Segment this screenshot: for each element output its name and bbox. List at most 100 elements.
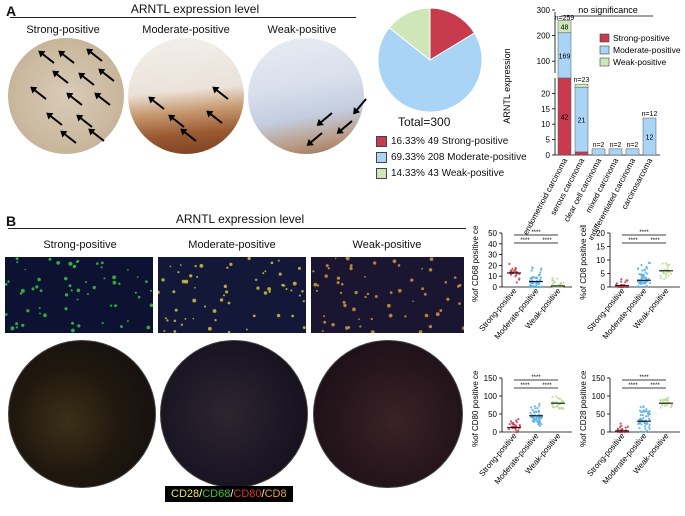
panel-label-b: B (6, 213, 17, 229)
fluorescence-speck (219, 298, 224, 302)
pie-legend-moderate: 69.33% 208 Moderate-positive (376, 152, 527, 163)
fluorescence-speck (226, 266, 229, 269)
data-point (620, 428, 624, 431)
data-point (514, 267, 517, 270)
data-point (529, 412, 532, 415)
data-point (645, 408, 648, 411)
axis-break (551, 73, 559, 78)
data-point (538, 404, 541, 408)
fluorescence-speck (136, 276, 139, 278)
data-point (517, 417, 520, 421)
sample-label-weak: Weak-positive (267, 24, 337, 36)
data-point (642, 416, 645, 420)
fluorescence-speck (64, 293, 69, 297)
fluorescence-speck (446, 297, 450, 301)
data-point (560, 407, 563, 410)
fluorescence-speck (285, 288, 288, 291)
data-point (640, 273, 643, 276)
fluorescence-speck (84, 281, 87, 284)
fluorescence-speck (323, 315, 326, 318)
fluorescence-speck (24, 268, 27, 271)
data-point (537, 285, 540, 289)
scatter-cd80: 0 50 100 150 %of CD80 positive cellsStrong-p… (471, 370, 572, 486)
fluorescence-speck (298, 294, 301, 297)
data-point (530, 277, 533, 280)
fluorescence-speck (134, 291, 137, 294)
data-point (532, 418, 535, 422)
sig-label: **** (542, 238, 552, 244)
fluorescence-speck (16, 261, 19, 264)
fluorescence-speck (15, 322, 19, 326)
fluorescence-speck (222, 294, 226, 297)
data-point (618, 430, 622, 434)
data-point (537, 410, 541, 414)
fluorescence-speck (374, 295, 378, 299)
data-point (535, 283, 538, 286)
fluorescence-speck (363, 275, 366, 278)
legend-label: Strong-positive (613, 33, 670, 43)
data-point (648, 409, 651, 413)
fluorescence-speck (404, 315, 407, 318)
data-point (559, 282, 563, 285)
fluorescence-speck (349, 266, 353, 271)
legend-swatch-strong (376, 136, 387, 147)
fluorescence-speck (429, 257, 434, 261)
fluorescence-speck (339, 291, 343, 294)
data-point (639, 418, 642, 421)
fluorescence-speck (428, 268, 433, 272)
fluorescence-speck (418, 330, 423, 333)
y-tick-label: 0 (546, 151, 551, 160)
fluorescence-speck (312, 270, 315, 273)
fluorescence-speck (444, 280, 448, 284)
fluorescence-speck (267, 287, 271, 291)
stain-caption: CD28/CD68/CD80/CD8 (165, 486, 293, 502)
data-point (664, 262, 667, 265)
data-point (556, 404, 559, 407)
data-point (617, 427, 620, 430)
data-point (659, 399, 662, 402)
data-point (533, 404, 536, 408)
data-point (539, 276, 543, 279)
fluorescence-speck (64, 307, 68, 311)
bar-segment-weak-positive (574, 83, 589, 88)
data-point (556, 277, 559, 280)
data-point (638, 421, 641, 425)
data-point (648, 426, 651, 429)
y-tick-label: 15 (541, 105, 550, 114)
fluorescence-speck (342, 300, 346, 304)
data-point (531, 408, 534, 412)
bar-segment-moderate-positive (608, 148, 623, 156)
data-point (538, 423, 541, 426)
sig-label: **** (520, 383, 530, 389)
fluorescence-speck (264, 270, 267, 273)
data-point (552, 285, 555, 289)
data-point (640, 285, 644, 289)
fluorescence-speck (373, 261, 377, 265)
y-tick-label: 5 (601, 270, 606, 279)
fluorescence-speck (192, 298, 197, 303)
fluorescence-speck (292, 281, 297, 286)
fluorescence-speck (149, 289, 152, 292)
fluorescence-speck (207, 326, 212, 331)
fluorescence-speck (177, 271, 180, 274)
fluorescence-speck (70, 289, 73, 292)
y-tick-label: 0 (601, 283, 606, 292)
data-point (562, 281, 565, 284)
bar-segment-moderate-positive (642, 117, 657, 156)
bar-chart: 0 5 10 15 20 100 200 300 ARNTL expression no sign… (502, 5, 681, 240)
bar-segment-weak-positive (557, 20, 572, 34)
y-axis-label: ARNTL expression (502, 48, 512, 123)
data-point (509, 420, 513, 423)
fluorescence-speck (64, 276, 68, 281)
fluorescence-speck (194, 264, 197, 268)
fluorescence-speck (179, 264, 182, 266)
data-point (642, 275, 645, 278)
caption-sep: / (199, 488, 203, 500)
scatter-cd8: 0 5 10 15 20 %of CD8 positive cellsStrong-pos… (579, 225, 680, 341)
data-point (647, 261, 650, 264)
fluorescence-speck (112, 275, 117, 280)
data-point (551, 396, 554, 399)
fluorescence-speck (5, 282, 8, 286)
data-point (512, 421, 515, 425)
